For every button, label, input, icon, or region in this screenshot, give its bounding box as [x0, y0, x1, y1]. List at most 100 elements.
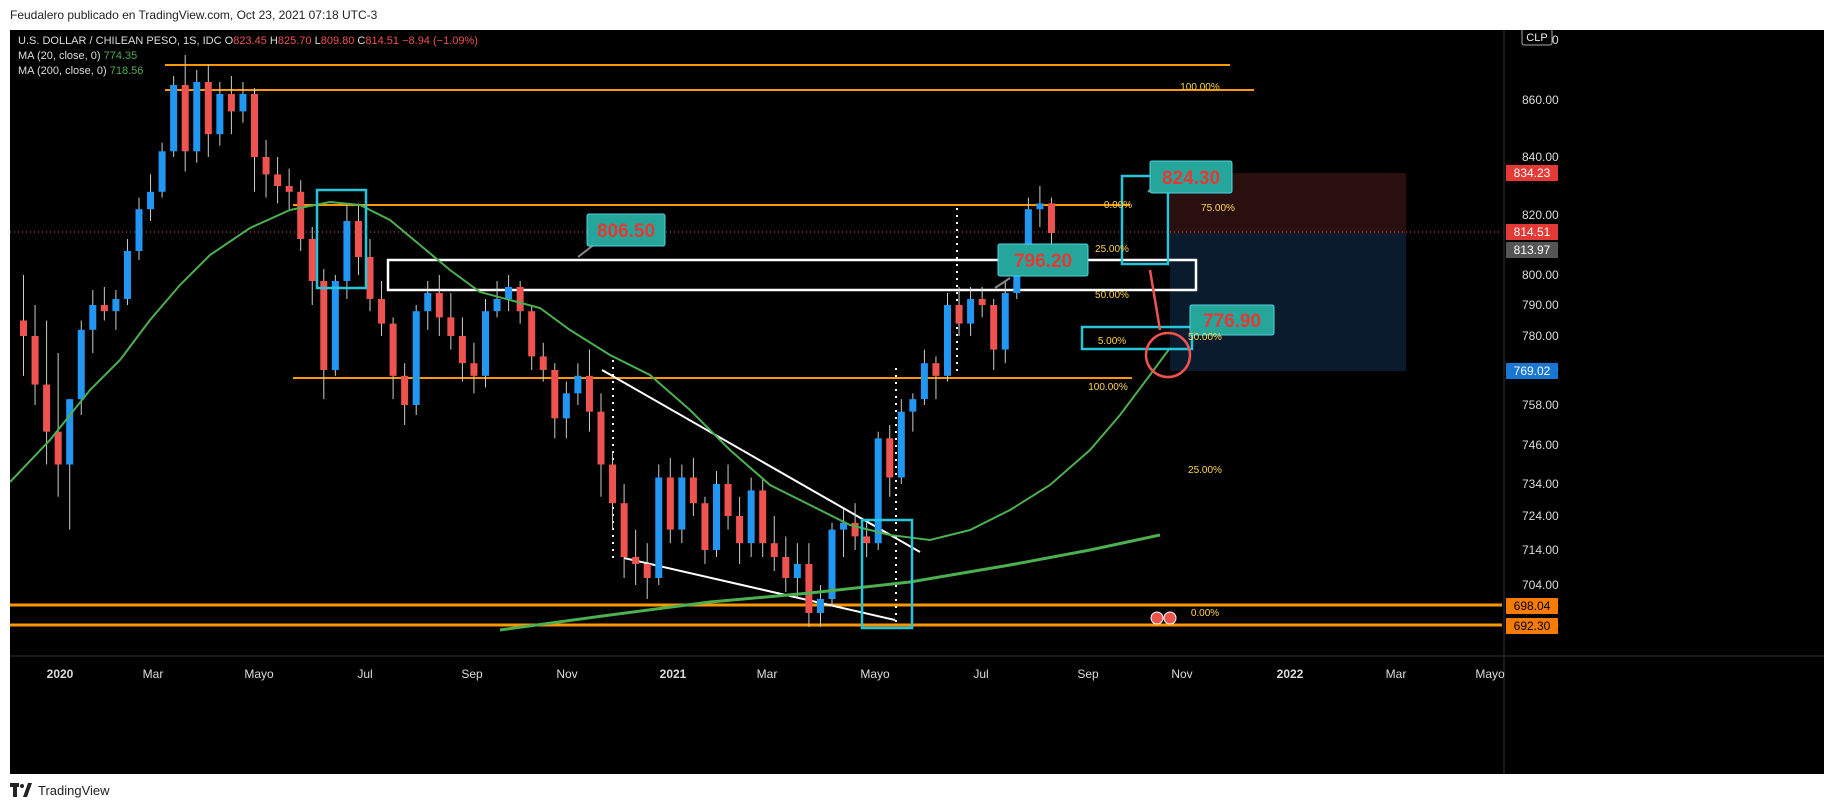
legend-low-value: 809.80	[320, 35, 355, 47]
candle-body	[227, 94, 235, 112]
legend-row-ma20: MA (20, close, 0) 774.35	[18, 49, 478, 64]
legend-close-label: C	[357, 35, 366, 47]
legend-ma20-value: 774.35	[103, 50, 138, 62]
time-axis-tick: Mayo	[860, 667, 890, 681]
target-zone-lower	[1170, 233, 1406, 371]
target-arrow	[1148, 269, 1162, 331]
candle-body	[897, 411, 905, 478]
candle-body	[343, 221, 351, 281]
candle-body	[597, 411, 605, 465]
price-axis-tick: 790.00	[1522, 298, 1559, 312]
legend-row-ma200: MA (200, close, 0) 718.56	[18, 64, 478, 79]
time-axis-tick: Mar	[757, 667, 778, 681]
time-axis-tick: 2021	[660, 667, 687, 681]
price-axis-tick: 840.00	[1522, 150, 1559, 164]
candle-body	[874, 438, 882, 544]
target-circle	[1144, 331, 1192, 379]
candle-body	[932, 363, 940, 376]
fib-level-label: 50.00%	[1188, 332, 1222, 343]
candle-body	[412, 311, 420, 405]
legend-high-label: H	[269, 35, 278, 47]
candle-body	[1036, 203, 1044, 210]
candle-body	[759, 490, 767, 544]
time-axis-tick: 2020	[47, 667, 74, 681]
candle-body	[840, 522, 848, 530]
candle-body	[539, 356, 547, 370]
footer: TradingView	[10, 780, 110, 800]
candle-body	[851, 522, 859, 537]
candle-body	[285, 186, 293, 192]
candle-body	[447, 317, 455, 336]
event-flag-icon	[1163, 611, 1177, 625]
price-tag-label: 698.04	[1514, 599, 1551, 613]
price-tag-box	[1506, 618, 1558, 634]
candle-body	[89, 305, 97, 330]
time-axis-tick: Mayo	[244, 667, 274, 681]
candle-body	[574, 375, 582, 394]
time-axis-tick: Jul	[357, 667, 372, 681]
candle-body	[100, 305, 108, 312]
candle-body	[689, 477, 697, 504]
candle-body	[967, 299, 975, 324]
price-tag-label: 834.23	[1514, 166, 1551, 180]
price-callout-box	[1189, 304, 1275, 336]
price-tag-label: 814.51	[1514, 225, 1551, 239]
candle-body	[181, 85, 189, 152]
fib-level-label: 25.00%	[1188, 465, 1222, 476]
fib-level-label: 0.00%	[1191, 608, 1219, 619]
candle-body	[378, 299, 386, 324]
price-axis-tick: 746.00	[1522, 438, 1559, 452]
candle-body	[793, 564, 801, 578]
candle-body	[77, 329, 85, 400]
candle-body	[458, 336, 466, 364]
candle-body	[666, 477, 674, 530]
candle-body	[331, 281, 339, 370]
time-axis-tick: Sep	[461, 667, 483, 681]
candle-body	[31, 336, 39, 385]
price-callout-label: 824.30	[1162, 168, 1220, 189]
ma200-line	[499, 533, 1161, 632]
candle-body	[401, 375, 409, 405]
candle-body	[493, 299, 501, 312]
fib-level-label: 5.00%	[1098, 336, 1126, 347]
pattern-box	[860, 518, 914, 630]
fib-level-label: 75.00%	[1201, 203, 1235, 214]
candle-body	[944, 305, 951, 376]
legend-close-value: 814.51	[365, 35, 400, 47]
price-tag-label: 769.02	[1514, 364, 1551, 378]
price-tag-box	[1506, 598, 1558, 614]
price-tag-label: 692.30	[1514, 619, 1551, 633]
candle-body	[297, 191, 305, 239]
candle-body	[54, 431, 62, 465]
candle-body	[424, 293, 432, 312]
candle-body	[1013, 263, 1021, 293]
fib-level-label: 0.00%	[1104, 200, 1132, 211]
wedge-top-line	[601, 369, 921, 553]
price-chart[interactable]: 806.50 796.20 824.30 776.90 100.00% 0.00% 75.0…	[10, 30, 1824, 774]
price-axis-tick: 724.00	[1522, 509, 1559, 523]
price-axis-tick: 820.00	[1522, 208, 1559, 222]
candle-body	[147, 191, 155, 210]
legend-open-label: O	[224, 35, 234, 47]
candle-body	[978, 299, 986, 305]
time-axis-tick: Mar	[1386, 667, 1407, 681]
candle-body	[308, 239, 316, 281]
pattern-box	[315, 188, 368, 290]
time-axis-tick: 2022	[1277, 667, 1304, 681]
price-axis-tick: 780.00	[1522, 329, 1559, 343]
price-axis-tick: 800.00	[1522, 268, 1559, 282]
candle-body	[620, 503, 628, 557]
price-tag-box	[1506, 363, 1558, 379]
legend-symbol: U.S. DOLLAR / CHILEAN PESO, 1S, IDC	[18, 35, 222, 47]
time-axis-tick: Mar	[143, 667, 164, 681]
chart-area[interactable]: 806.50 796.20 824.30 776.90 100.00% 0.00% 75.0…	[10, 30, 1824, 774]
fib-level-label: 100.00%	[1088, 382, 1128, 393]
price-axis-tick: 704.00	[1522, 578, 1559, 592]
candle-body	[678, 477, 686, 530]
candle-body	[713, 484, 720, 550]
time-axis-tick: Nov	[1171, 667, 1192, 681]
candle-body	[262, 157, 270, 175]
legend-low-label: L	[314, 35, 321, 47]
candle-body	[112, 299, 120, 312]
candle-body	[470, 363, 478, 376]
